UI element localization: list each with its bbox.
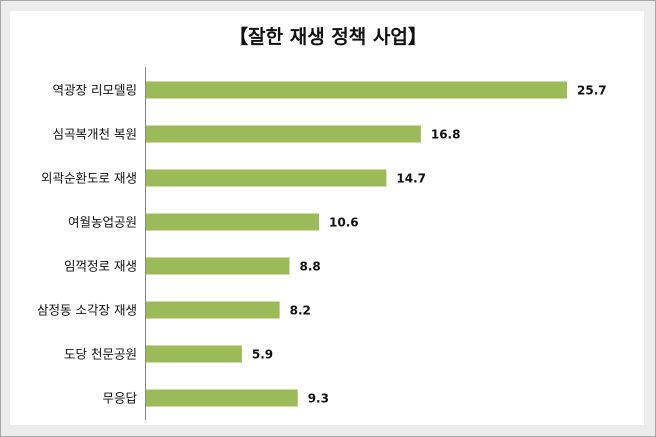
chart-title: 【잘한 재생 정책 사업】	[229, 26, 427, 48]
category-label: 외곽순환도로 재생	[41, 171, 137, 186]
category-label: 심곡복개천 복원	[53, 127, 137, 142]
data-label: 10.6	[329, 216, 359, 230]
bar	[145, 81, 567, 99]
bar	[145, 257, 290, 275]
category-label: 역광장 리모델링	[53, 83, 137, 98]
category-label: 여월농업공원	[68, 215, 137, 230]
bar	[145, 213, 320, 231]
chart-area	[10, 11, 644, 425]
category-label: 무응답	[102, 391, 137, 406]
data-label: 8.8	[299, 260, 320, 274]
data-label: 8.2	[290, 304, 311, 318]
bar	[145, 389, 298, 407]
bar	[145, 301, 280, 319]
data-label: 16.8	[431, 128, 461, 142]
bar	[145, 345, 242, 363]
data-label: 25.7	[577, 84, 607, 98]
category-label: 삼정동 소각장 재생	[37, 303, 137, 318]
data-label: 9.3	[308, 392, 329, 406]
category-label: 임꺽정로 재생	[64, 259, 137, 274]
category-label: 도당 천문공원	[64, 347, 137, 362]
bar	[145, 125, 421, 143]
data-label: 5.9	[252, 348, 273, 362]
bar	[145, 169, 387, 187]
data-label: 14.7	[396, 172, 426, 186]
